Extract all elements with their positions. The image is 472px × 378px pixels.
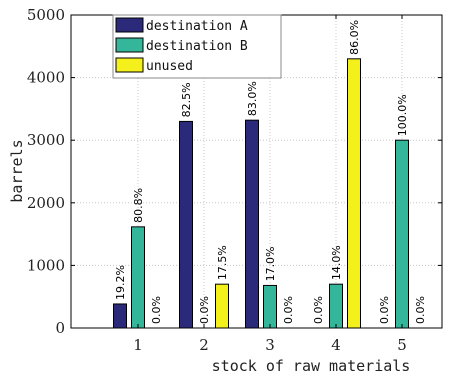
x-axis-label: stock of raw materials [212,357,411,375]
legend-swatch [115,37,144,53]
y-tick-label: 4000 [27,69,65,87]
y-axis-label: barrels [8,139,26,202]
y-tick-label: 2000 [27,194,65,212]
legend-swatch [115,17,144,33]
y-tick-label: 3000 [27,131,65,149]
bar-destination-a-1 [113,303,127,329]
bar-destination-a-3 [245,119,259,329]
bar-unused-4 [347,58,361,329]
x-tick-label: 3 [265,336,275,354]
y-tick-label: 1000 [27,256,65,274]
bar-value-label: 0.0% [312,296,325,324]
bar-value-label: 17.0% [264,246,277,281]
legend: destination A destination B unused [112,14,282,79]
x-tick-label: 1 [133,336,143,354]
bar-unused-2 [215,283,229,329]
legend-label: unused [146,59,193,74]
bar-destination-b-3 [263,284,277,329]
bar-destination-b-1 [131,226,145,329]
bar-value-label: 14.0% [330,245,343,280]
y-tick-label: 5000 [27,6,65,24]
bar-value-label: 100.0% [396,94,409,136]
bar-value-label: 17.5% [216,245,229,280]
bar-destination-b-5 [395,139,409,329]
bar-value-label: 82.5% [180,82,193,117]
bar-destination-b-4 [329,283,343,329]
y-axis-ticks: 0 1000 2000 3000 4000 5000 [27,6,442,337]
legend-label: destination B [146,39,248,54]
bar-value-label: 86.0% [348,20,361,55]
bar-value-label: 0.0% [282,296,295,324]
y-tick-label: 0 [55,319,65,337]
legend-label: destination A [146,19,248,34]
x-tick-label: 5 [397,336,407,354]
bar-value-label: 80.8% [132,188,145,223]
bar-value-label: 0.0% [414,296,427,324]
bar-destination-a-2 [179,120,193,329]
bar-value-label: 0.0% [150,296,163,324]
legend-swatch [115,57,144,73]
bar-value-label: 0.0% [198,296,211,324]
bar-value-label: 83.0% [246,81,259,116]
x-tick-label: 2 [199,336,209,354]
bar-value-label: 0.0% [378,296,391,324]
data-labels: 19.2% 80.8% 0.0% 82.5% 0.0% 17.5% 83.0% 17.0% 0.… [114,20,427,324]
bars [113,58,409,329]
x-tick-label: 4 [331,336,341,354]
bar-value-label: 19.2% [114,265,127,300]
